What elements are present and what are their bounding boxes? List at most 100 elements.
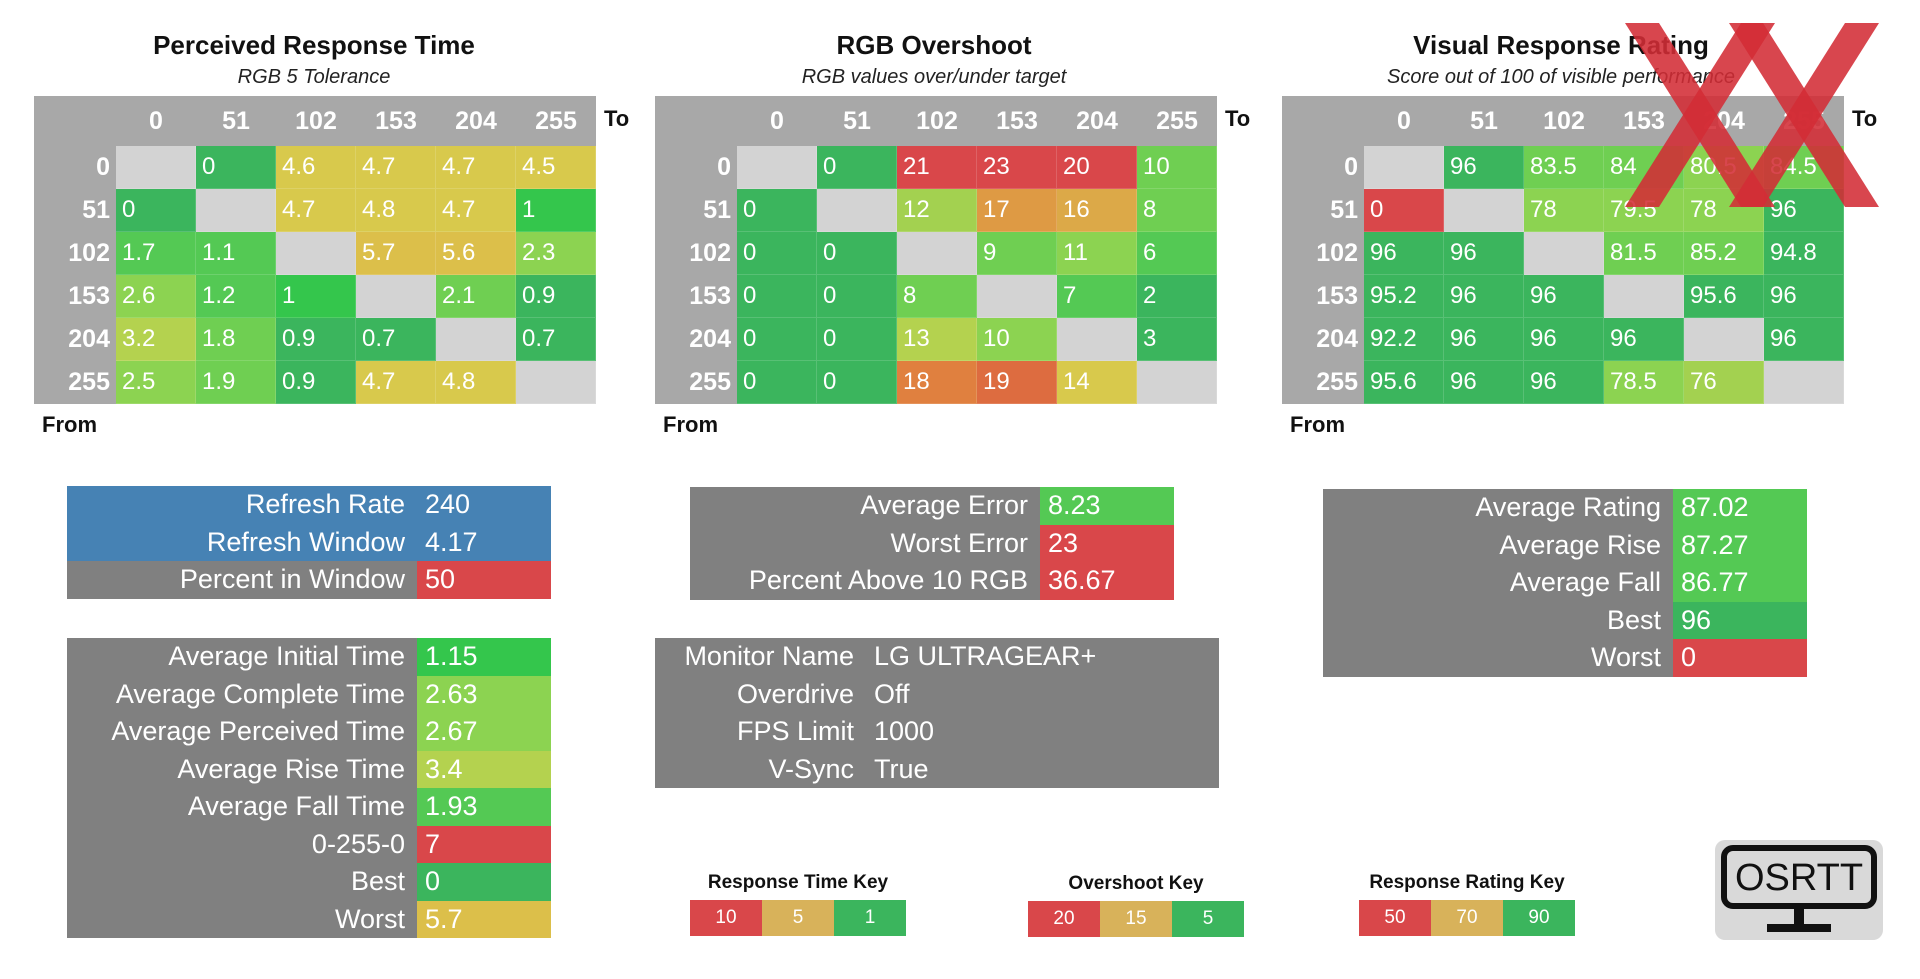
column-header: 255 xyxy=(535,107,577,135)
heatmap-cell: 20 xyxy=(1057,146,1137,189)
column-header: 153 xyxy=(375,107,417,135)
axis-label-from: From xyxy=(1290,412,1345,437)
heatmap-cell: 2 xyxy=(1137,275,1217,318)
stat-row: Average Rise 87.27 xyxy=(1323,526,1807,564)
heatmap-cell: 21 xyxy=(897,146,977,189)
stat-row: Worst 0 xyxy=(1323,639,1807,677)
heatmap-cell: 7 xyxy=(1057,275,1137,318)
refresh-table: Refresh Rate 240 Refresh Window 4.17 Percent… xyxy=(67,486,551,599)
axis-label-from: From xyxy=(42,412,97,437)
stat-value: 2.67 xyxy=(417,713,551,751)
stat-row: Average Fall Time 1.93 xyxy=(67,788,551,826)
heatmap-cell: 6 xyxy=(1137,232,1217,275)
stat-value: 5.7 xyxy=(417,900,551,938)
heatmap-cell: 1.7 xyxy=(116,232,196,275)
heatmap-cell: 96 xyxy=(1764,318,1844,361)
column-header: 102 xyxy=(916,107,958,135)
heatmap-cell: 0 xyxy=(196,146,276,189)
column-header: 204 xyxy=(1076,107,1118,135)
stat-label: Average Fall xyxy=(1509,567,1661,597)
stat-label: Average Rise xyxy=(1499,529,1661,560)
stat-value: 96 xyxy=(1673,601,1807,639)
stat-value: 87.27 xyxy=(1673,526,1807,564)
heatmap-cell: 83.5 xyxy=(1524,146,1604,189)
row-header: 255 xyxy=(689,368,731,396)
stat-value: 1.93 xyxy=(417,788,551,826)
stat-label: Average Initial Time xyxy=(168,641,405,671)
stat-row: FPS Limit 1000 xyxy=(655,713,1219,751)
heatmap-cell: 9 xyxy=(977,232,1057,275)
heatmap-cell: 0 xyxy=(737,189,817,232)
key-swatch: 50 xyxy=(1359,900,1431,936)
heatmap-cell: 78 xyxy=(1524,189,1604,232)
stat-value: 240 xyxy=(417,486,551,524)
stat-row: Best 96 xyxy=(1323,601,1807,639)
heatmap-cell: 18 xyxy=(897,361,977,404)
heatmap-cell: 78.5 xyxy=(1604,361,1684,404)
heatmap-cell: 1 xyxy=(276,275,356,318)
monitor-logo-icon: OSRTT xyxy=(1721,845,1877,932)
heatmap-cell: 0 xyxy=(116,189,196,232)
heatmap-cell: 2.5 xyxy=(116,361,196,404)
row-header: 153 xyxy=(1316,282,1358,310)
heatmap-cell: 4.7 xyxy=(276,189,356,232)
heatmap-cell xyxy=(1524,232,1604,275)
key-swatch: 15 xyxy=(1100,901,1172,937)
stat-value: 87.02 xyxy=(1673,489,1807,527)
heatmap-cell: 8 xyxy=(897,275,977,318)
heatmap-cell: 4.6 xyxy=(276,146,356,189)
stat-value: 8.23 xyxy=(1040,487,1174,525)
stat-row: Average Complete Time 2.63 xyxy=(67,675,551,713)
response-rating-stats-table: Average Rating 87.02 Average Rise 87.27 Aver… xyxy=(1323,489,1807,677)
stat-label: 0-255-0 xyxy=(311,828,405,859)
heatmap-cell: 76 xyxy=(1684,361,1764,404)
column-header: 255 xyxy=(1156,107,1198,135)
column-header: 51 xyxy=(1470,107,1498,135)
stat-label: Refresh Window xyxy=(206,526,405,557)
heatmap-subtitle: Score out of 100 of visible performance xyxy=(1387,66,1735,88)
column-header: 153 xyxy=(996,107,1038,135)
row-header: 102 xyxy=(689,239,731,267)
stat-label: Worst xyxy=(1590,642,1661,672)
heatmap-cell: 96 xyxy=(1444,232,1524,275)
heatmap-grid: 0 51 102 153 204 255 0 0 21 23 20 10 51 0 12 17 16 8 102 0 0… xyxy=(655,96,1217,404)
heatmap-cell: 96 xyxy=(1444,361,1524,404)
axis-label-to: To xyxy=(604,106,630,131)
row-header: 0 xyxy=(96,153,110,181)
heatmap-cell: 23 xyxy=(977,146,1057,189)
logo-text: OSRTT xyxy=(1735,857,1863,899)
heatmap-cell: 4.7 xyxy=(356,146,436,189)
row-header: 0 xyxy=(717,153,731,181)
heatmap-cell: 94.8 xyxy=(1764,232,1844,275)
row-header: 51 xyxy=(1330,196,1358,224)
axis-label-to: To xyxy=(1225,106,1251,131)
stat-value: 50 xyxy=(417,561,551,599)
heatmap-cell: 0 xyxy=(737,275,817,318)
monitor-info-table: Monitor Name LG ULTRAGEAR+ Overdrive Off FPS… xyxy=(655,638,1219,788)
stat-row: Refresh Window 4.17 xyxy=(67,523,551,561)
stat-label: FPS Limit xyxy=(736,716,854,746)
stat-label: Average Perceived Time xyxy=(111,716,405,746)
heatmap-cell: 1.2 xyxy=(196,275,276,318)
heatmap-cell: 0 xyxy=(737,361,817,404)
heatmap-cell: 96 xyxy=(1524,361,1604,404)
axis-label-from: From xyxy=(663,412,718,437)
heatmap-cell: 14 xyxy=(1057,361,1137,404)
stat-value: 86.77 xyxy=(1673,564,1807,602)
heatmap-cell: 92.2 xyxy=(1364,318,1444,361)
stat-value: 23 xyxy=(1040,524,1174,562)
column-header: 51 xyxy=(222,107,250,135)
heatmap-cell xyxy=(817,189,897,232)
stat-row: Average Rating 87.02 xyxy=(1323,489,1807,527)
heatmap-cell: 1 xyxy=(516,189,596,232)
heatmap-cell: 0.9 xyxy=(276,361,356,404)
key-swatch: 90 xyxy=(1503,900,1575,936)
heatmap-grid: 0 51 102 153 204 255 0 0 4.6 4.7 4.7 4.5 51 0 4.7 4.8 4.… xyxy=(34,96,596,404)
heatmap-cell xyxy=(1604,275,1684,318)
heatmap-cell: 11 xyxy=(1057,232,1137,275)
heatmap-subtitle: RGB 5 Tolerance xyxy=(237,66,391,88)
heatmap-cell xyxy=(276,232,356,275)
key-swatch: 10 xyxy=(690,900,762,936)
heatmap-cell: 81.5 xyxy=(1604,232,1684,275)
axis-label-to: To xyxy=(1852,106,1878,131)
